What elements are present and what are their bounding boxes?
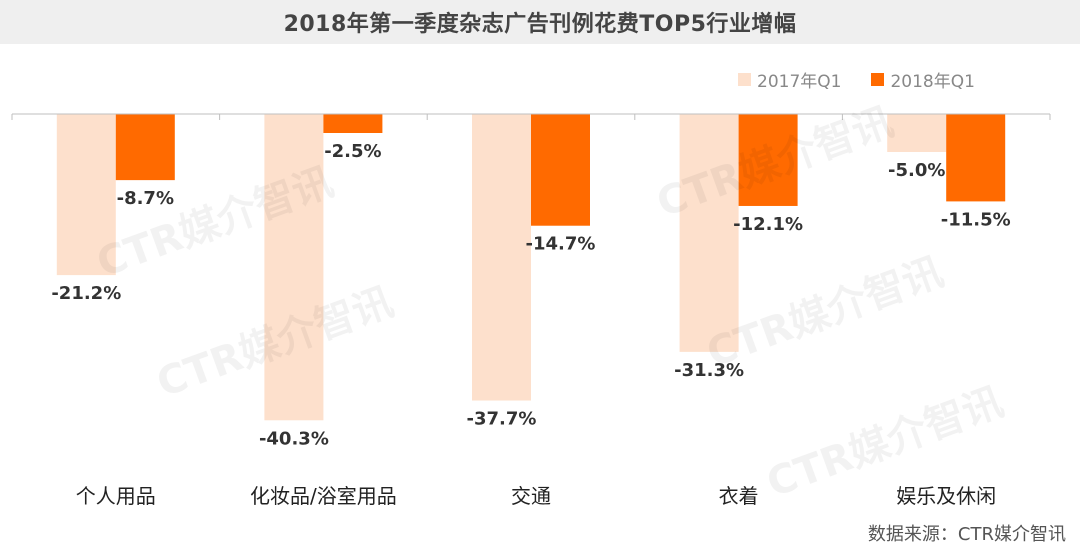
legend-item-2017: 2017年Q1	[738, 67, 841, 92]
legend: 2017年Q1 2018年Q1	[738, 67, 975, 92]
data-label: -40.3%	[259, 428, 329, 449]
data-label: -31.3%	[674, 360, 744, 381]
category-label: 衣着	[719, 484, 759, 508]
legend-swatch-2017	[738, 73, 751, 86]
bar-2018	[531, 114, 590, 226]
bar-2018	[738, 114, 798, 206]
legend-item-2018: 2018年Q1	[871, 67, 975, 92]
data-label: -2.5%	[324, 141, 381, 162]
bar-2017	[264, 114, 324, 421]
bar-2018	[946, 114, 1006, 202]
bar-2017	[56, 114, 116, 276]
data-label: -8.7%	[117, 188, 174, 209]
bar-2017	[472, 114, 531, 401]
bar-2018	[323, 114, 383, 133]
category-label: 个人用品	[76, 484, 156, 508]
legend-label-2018: 2018年Q1	[890, 72, 975, 92]
data-label: -37.7%	[467, 409, 537, 430]
bar-2017	[887, 114, 947, 152]
data-label: -5.0%	[888, 160, 945, 181]
data-source: 数据来源：CTR媒介智讯	[867, 524, 1066, 545]
legend-swatch-2018	[871, 73, 885, 86]
data-label: -14.7%	[526, 234, 596, 255]
bar-2017	[679, 114, 739, 352]
category-label: 交通	[511, 484, 551, 508]
data-label: -12.1%	[733, 214, 803, 235]
chart-title: 2018年第一季度杂志广告刊例花费TOP5行业增幅	[283, 12, 797, 37]
legend-label-2017: 2017年Q1	[757, 72, 842, 92]
bar-2018	[115, 114, 175, 181]
title-bar: 2018年第一季度杂志广告刊例花费TOP5行业增幅	[0, 0, 1080, 44]
category-label: 化妆品/浴室用品	[250, 484, 397, 508]
data-label: -11.5%	[941, 209, 1011, 230]
category-label: 娱乐及休闲	[896, 484, 996, 508]
data-label: -21.2%	[51, 283, 121, 304]
